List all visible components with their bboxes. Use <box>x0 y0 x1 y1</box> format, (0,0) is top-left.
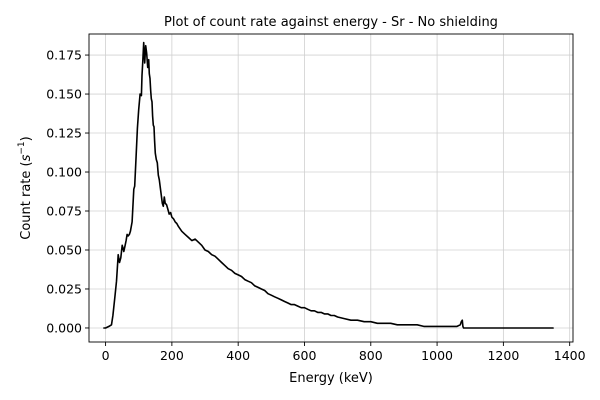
x-tick-label: 0 <box>102 348 110 363</box>
plot-area <box>103 41 554 329</box>
chart-title: Plot of count rate against energy - Sr -… <box>164 15 498 30</box>
y-tick-label: 0.000 <box>46 320 82 335</box>
y-tick-label: 0.050 <box>46 242 82 257</box>
x-axis-label: Energy (keV) <box>289 371 373 386</box>
x-tick-label: 200 <box>160 348 184 363</box>
series-line <box>103 41 554 329</box>
x-tick-label: 1000 <box>421 348 453 363</box>
grid-lines <box>89 34 573 342</box>
y-axis-label-exponent: −1 <box>17 141 27 154</box>
y-tick-label: 0.175 <box>46 48 82 63</box>
axis-ticks: 0 200 400 600 800 1000 1200 1400 0.000 0.025 0.050… <box>46 48 585 363</box>
x-tick-label: 600 <box>293 348 317 363</box>
y-tick-label: 0.100 <box>46 165 82 180</box>
y-tick-label: 0.075 <box>46 204 82 219</box>
y-tick-label: 0.025 <box>46 281 82 296</box>
x-tick-label: 400 <box>226 348 250 363</box>
y-tick-label: 0.150 <box>46 87 82 102</box>
y-axis-label-unit: s <box>19 154 34 161</box>
x-tick-label: 800 <box>359 348 383 363</box>
y-axis-label-base: Count rate ( <box>19 161 34 239</box>
axes-frame <box>88 33 574 343</box>
y-axis-label: Count rate (s−1) <box>17 136 34 240</box>
x-tick-label: 1200 <box>487 348 519 363</box>
x-tick-label: 1400 <box>554 348 586 363</box>
y-tick-label: 0.125 <box>46 126 82 141</box>
y-axis-label-close: ) <box>19 136 34 141</box>
